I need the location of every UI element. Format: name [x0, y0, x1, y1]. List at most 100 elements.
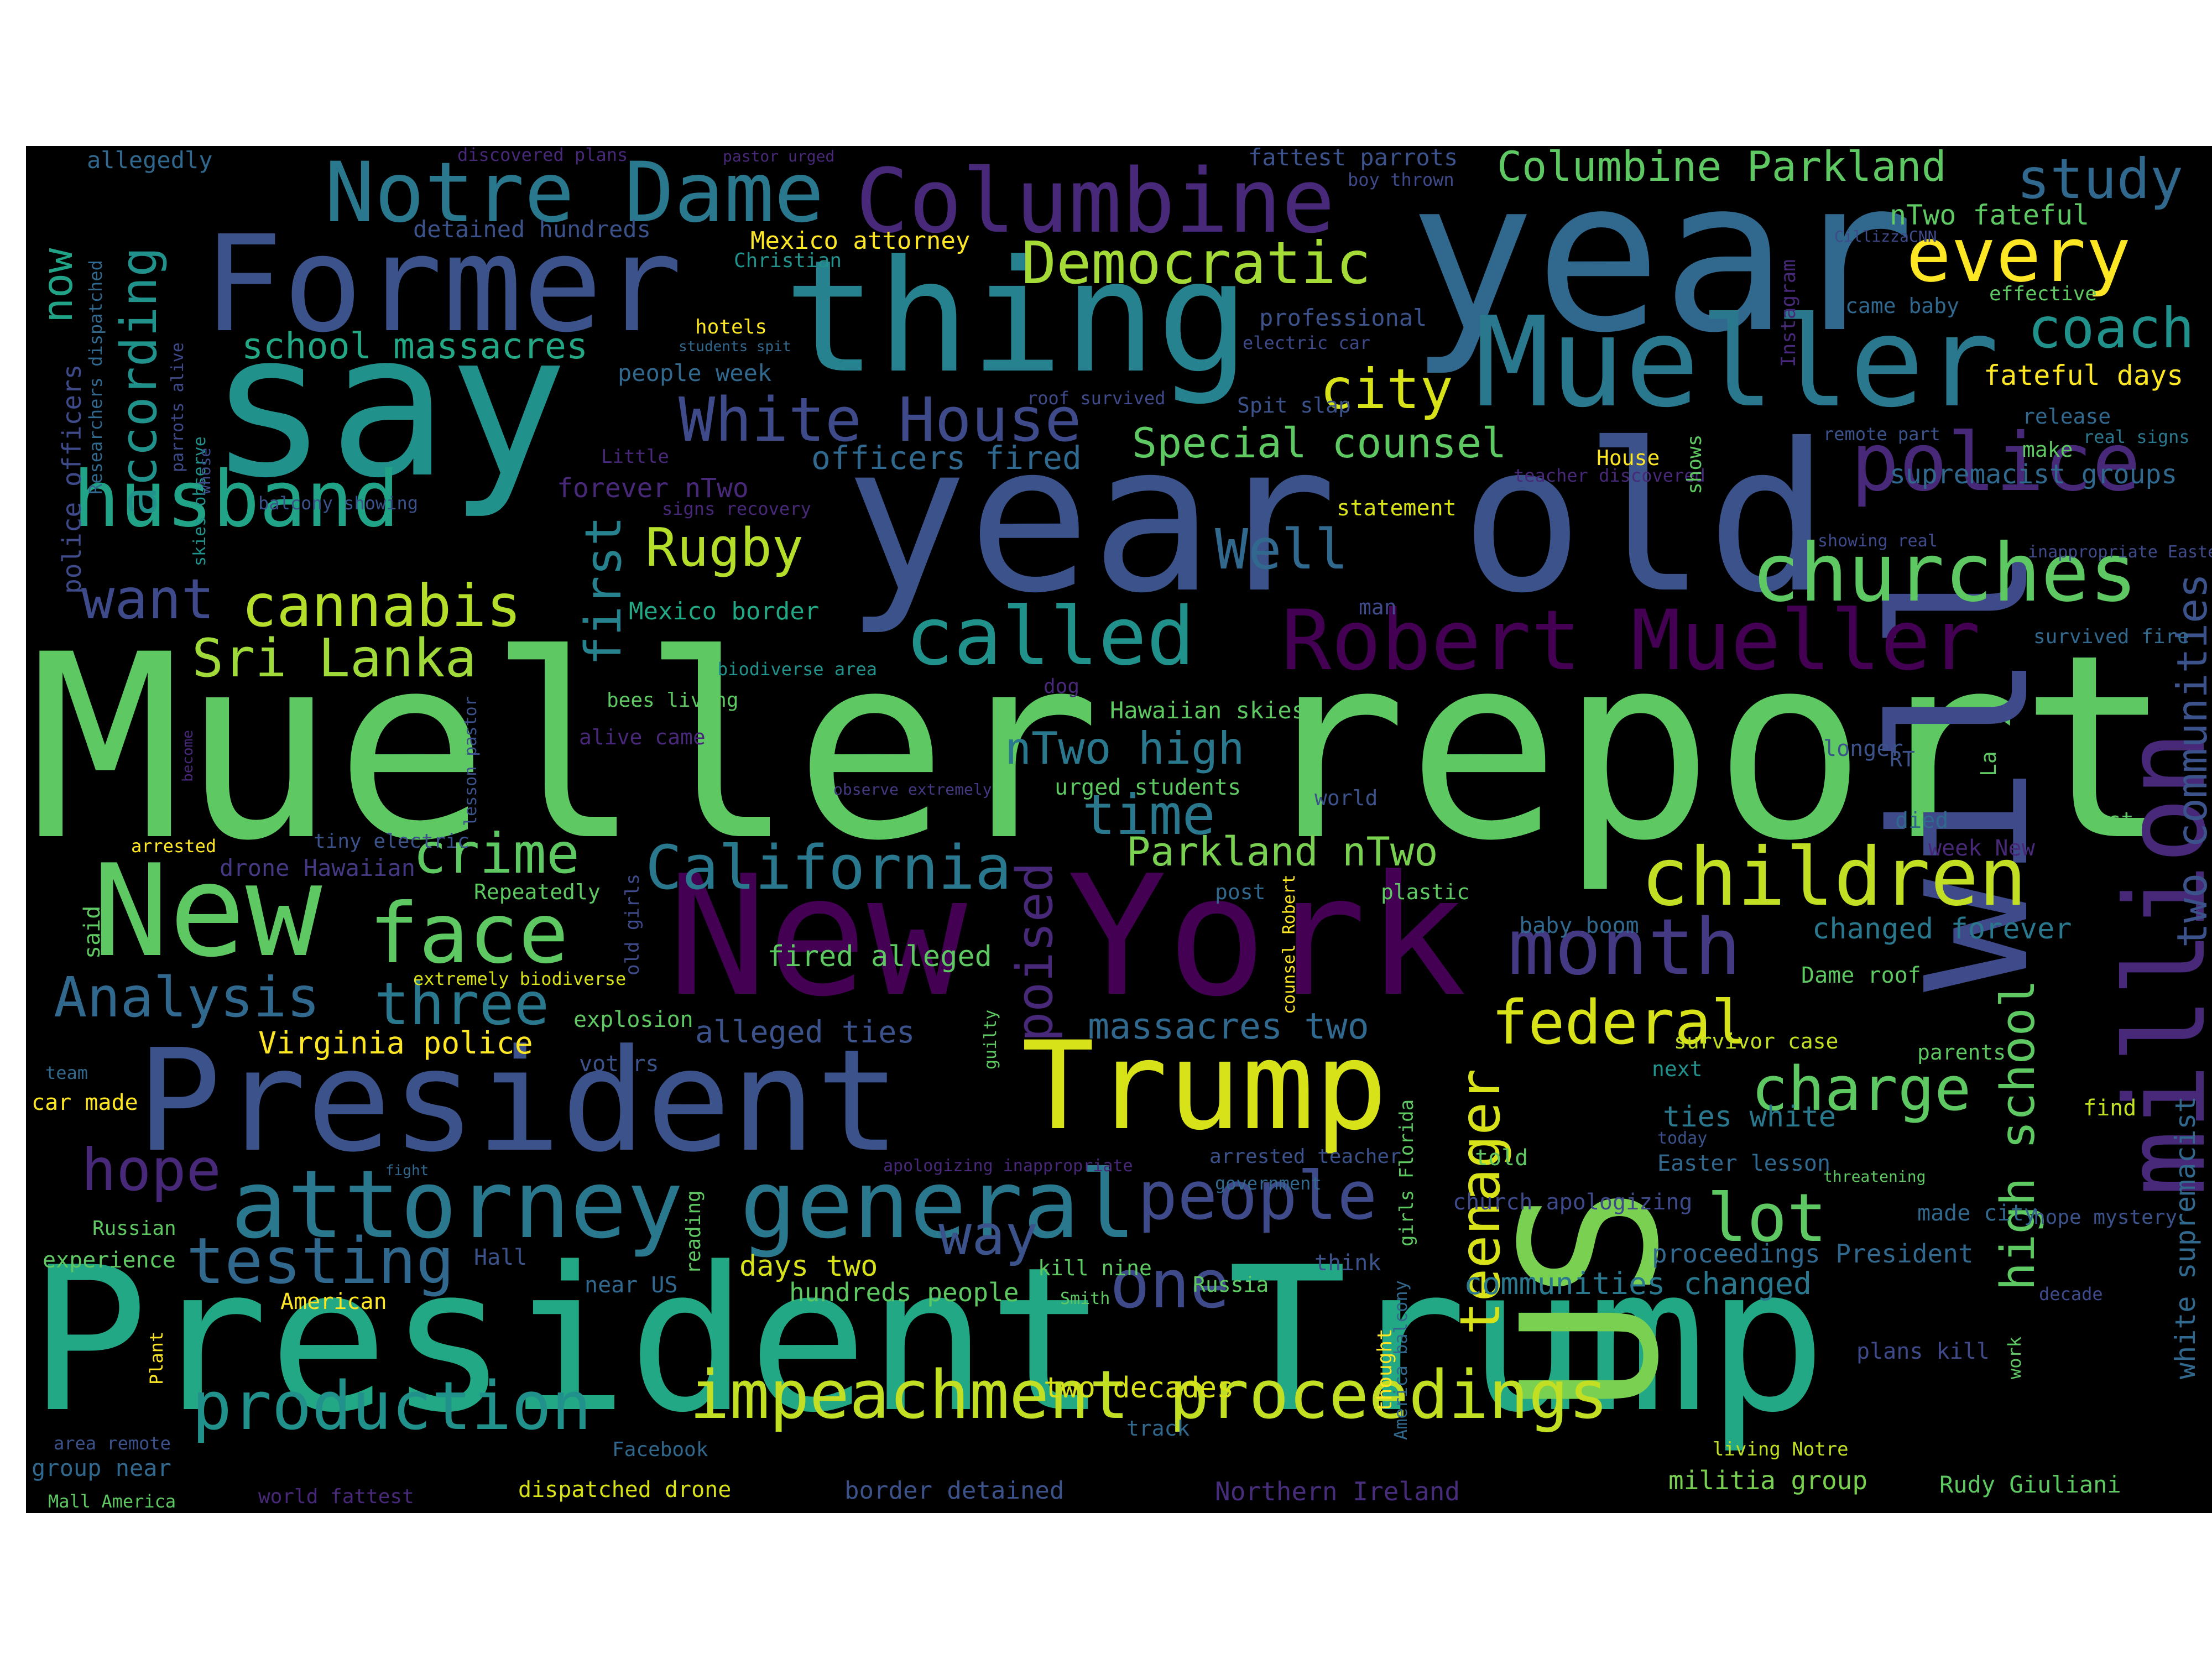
word: old girls — [622, 873, 644, 975]
word: post — [1215, 880, 1266, 904]
word: want — [81, 567, 215, 632]
word: balcony showing — [258, 493, 418, 514]
word: explosion — [573, 1007, 693, 1032]
word: school massacres — [242, 326, 588, 367]
word: dispatched drone — [518, 1477, 732, 1503]
word: according — [110, 247, 168, 517]
word: group near — [32, 1454, 171, 1481]
word: RT — [1890, 747, 1915, 771]
word: allegedly — [87, 147, 213, 174]
word: plans kill — [1856, 1339, 1990, 1364]
word: living Notre — [1713, 1438, 1849, 1460]
word: professional — [1259, 304, 1427, 331]
word: fateful days — [1984, 359, 2184, 392]
word: CillizzaCNN — [1834, 227, 1937, 246]
word: Spit slap — [1237, 393, 1351, 418]
word: Instagram — [1777, 259, 1800, 367]
word: lesson pastor — [461, 696, 481, 826]
word: remote part — [1823, 424, 1940, 445]
word: coach — [2028, 296, 2195, 361]
word: high school — [1991, 979, 2046, 1291]
word: California — [645, 832, 1012, 903]
word: Trump — [1021, 1015, 1388, 1157]
word: white supremacist — [2169, 1096, 2201, 1379]
word: next — [1652, 1057, 1703, 1081]
word: inappropriate Easter — [2028, 542, 2212, 562]
word: American — [280, 1289, 387, 1314]
word: crime — [413, 821, 580, 886]
word: extremely biodiverse — [413, 968, 627, 989]
word: first — [575, 516, 633, 666]
word: days two — [739, 1250, 878, 1283]
word: federal — [1491, 987, 1748, 1058]
word: car made — [32, 1090, 138, 1115]
word: proceedings President — [1652, 1239, 1974, 1269]
word: make — [2022, 437, 2073, 462]
word: charge — [1751, 1053, 1971, 1124]
word: parents — [1917, 1040, 2006, 1065]
word: one — [1110, 1246, 1230, 1323]
word: Sri Lanka — [192, 628, 477, 689]
word: hope mystery — [2033, 1206, 2178, 1229]
word: last — [2083, 808, 2134, 832]
word: kill nine — [1038, 1256, 1152, 1280]
word: communities changed — [1464, 1266, 1812, 1301]
word: whose — [196, 447, 214, 494]
word: Columbine — [855, 149, 1335, 253]
word: production — [192, 1368, 592, 1445]
word: changed forever — [1812, 912, 2072, 946]
word: Virginia police — [258, 1025, 533, 1061]
word: boy thrown — [1348, 169, 1454, 190]
word: Columbine Parkland — [1497, 146, 1947, 191]
word: Christian — [734, 249, 842, 272]
word: called — [905, 590, 1195, 684]
word: effective — [1989, 283, 2098, 305]
word: way — [938, 1203, 1039, 1267]
word: church apologizing — [1453, 1190, 1693, 1215]
word: New — [92, 838, 322, 985]
word: work — [2004, 1336, 2025, 1379]
word: people week — [618, 359, 772, 387]
word: week New — [1928, 836, 2035, 861]
word: now — [33, 248, 82, 323]
word: decade — [2039, 1284, 2103, 1305]
word: President Trump — [29, 1224, 1827, 1456]
word: Hawaiian skies — [1110, 697, 1306, 724]
word: lot — [1707, 1180, 1827, 1257]
word: study — [2017, 147, 2184, 211]
word: survived fire — [2033, 625, 2189, 648]
word: thing — [784, 227, 1250, 408]
word: real signs — [2083, 426, 2190, 447]
word: Special counsel — [1132, 419, 1507, 467]
word: churches — [1751, 526, 2138, 620]
word: world fattest — [258, 1485, 414, 1508]
word: Notre Dame — [325, 146, 825, 241]
word: statement — [1337, 495, 1457, 521]
word: Analysis — [54, 965, 320, 1030]
word: two decades — [1044, 1371, 1234, 1405]
word: Little — [601, 446, 669, 468]
word: Dame roof — [1801, 963, 1921, 988]
word-cloud: Mueller report President Trump year old … — [26, 146, 2212, 1513]
word: electric car — [1243, 332, 1371, 353]
word: man — [1359, 595, 1397, 619]
word: said — [80, 905, 105, 959]
word: hope — [81, 1136, 221, 1204]
word: government — [1215, 1173, 1322, 1194]
word: become — [180, 730, 196, 782]
word: parrots alive — [168, 342, 187, 472]
word: Hall — [474, 1245, 528, 1270]
word: experience — [43, 1248, 176, 1273]
word: New York — [667, 840, 1467, 1033]
word: time — [1082, 782, 1215, 847]
word: year — [1408, 146, 1915, 379]
word: counsel Robert — [1280, 874, 1299, 1014]
word: border detained — [844, 1477, 1065, 1505]
word: city — [1320, 357, 1453, 421]
word: nTwo high — [1005, 723, 1245, 774]
word: observe extremely — [833, 780, 992, 799]
word: made city — [1917, 1201, 2037, 1226]
word: Russian — [92, 1217, 176, 1240]
word: hotels — [695, 316, 768, 338]
word: House — [1597, 446, 1660, 470]
